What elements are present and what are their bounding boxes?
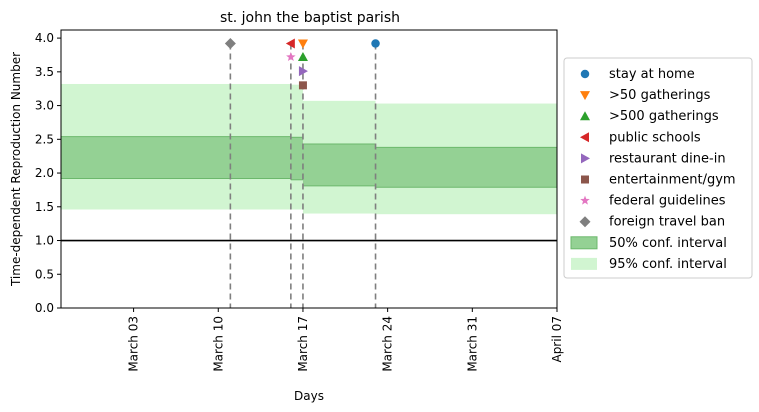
ci50-band-1	[290, 137, 303, 180]
legend-marker-triangle-down	[580, 91, 590, 101]
legend-marker-diamond	[579, 216, 591, 228]
legend-label: federal guidelines	[609, 194, 726, 209]
legend-label: >50 gatherings	[609, 88, 711, 103]
legend-label: restaurant dine-in	[609, 151, 726, 166]
legend-marker-square	[581, 175, 589, 184]
legend-marker-triangle-right	[581, 153, 590, 164]
x-axis-label: Days	[294, 389, 324, 403]
x-tick-label: March 17	[296, 316, 310, 372]
marker-square	[298, 81, 307, 90]
legend: stay at home >50 gatherings >500 gathering…	[563, 57, 753, 279]
x-tick-label: April 07	[550, 316, 564, 363]
y-tick-label: 0.0	[35, 301, 54, 315]
x-tick-label: March 03	[127, 316, 141, 372]
chart-title: st. john the baptist parish	[220, 10, 400, 26]
legend-swatch-ci50	[570, 236, 598, 250]
marker-triangle-up	[297, 51, 308, 61]
y-tick-label: 1.5	[35, 200, 54, 214]
y-tick-label: 2.0	[35, 166, 54, 180]
legend-label: entertainment/gym	[609, 173, 736, 188]
plot-frame	[60, 29, 558, 309]
marker-triangle-left	[285, 38, 295, 49]
marker-triangle-down	[297, 39, 308, 49]
legend-label: 95% conf. interval	[609, 257, 727, 272]
y-tick-label: 4.0	[35, 31, 54, 45]
legend-label: stay at home	[609, 67, 695, 82]
legend-marker-triangle-left	[580, 132, 589, 143]
x-tick-label: March 10	[211, 316, 225, 372]
y-tick-label: 3.5	[35, 65, 54, 79]
legend-box	[563, 57, 753, 279]
legend-label: public schools	[609, 130, 701, 145]
marker-circle	[371, 39, 380, 48]
x-tick-label: March 24	[381, 316, 395, 372]
legend-swatch-ci95	[571, 257, 597, 270]
legend-marker-star	[580, 195, 590, 205]
y-tick-label: 1.0	[35, 234, 54, 248]
legend-label: >500 gatherings	[609, 109, 719, 124]
marker-diamond	[224, 37, 236, 49]
y-axis-label: Time-dependent Reproduction Number	[9, 52, 23, 287]
y-tick-label: 2.5	[35, 132, 54, 146]
x-axis: March 03 March 10 March 17 March 24 March 31…	[127, 308, 564, 372]
legend-marker-triangle-up	[580, 111, 590, 121]
y-axis: 0.0 0.5 1.0 1.5 2.0 2.5 3.0 3.5 4.0	[35, 31, 61, 315]
ci50-band-3	[375, 147, 557, 188]
y-tick-label: 0.5	[35, 267, 54, 281]
legend-label: 50% conf. interval	[609, 236, 727, 251]
y-tick-label: 3.0	[35, 99, 54, 113]
intervention-markers	[224, 37, 380, 90]
confidence-bands	[61, 83, 557, 215]
legend-label: foreign travel ban	[609, 215, 725, 230]
ci50-band-0	[61, 136, 291, 179]
ci50-band-2	[302, 144, 376, 186]
marker-star	[286, 51, 296, 62]
marker-triangle-right	[298, 66, 308, 77]
x-tick-label: March 31	[465, 316, 479, 372]
legend-marker-circle	[580, 69, 590, 79]
